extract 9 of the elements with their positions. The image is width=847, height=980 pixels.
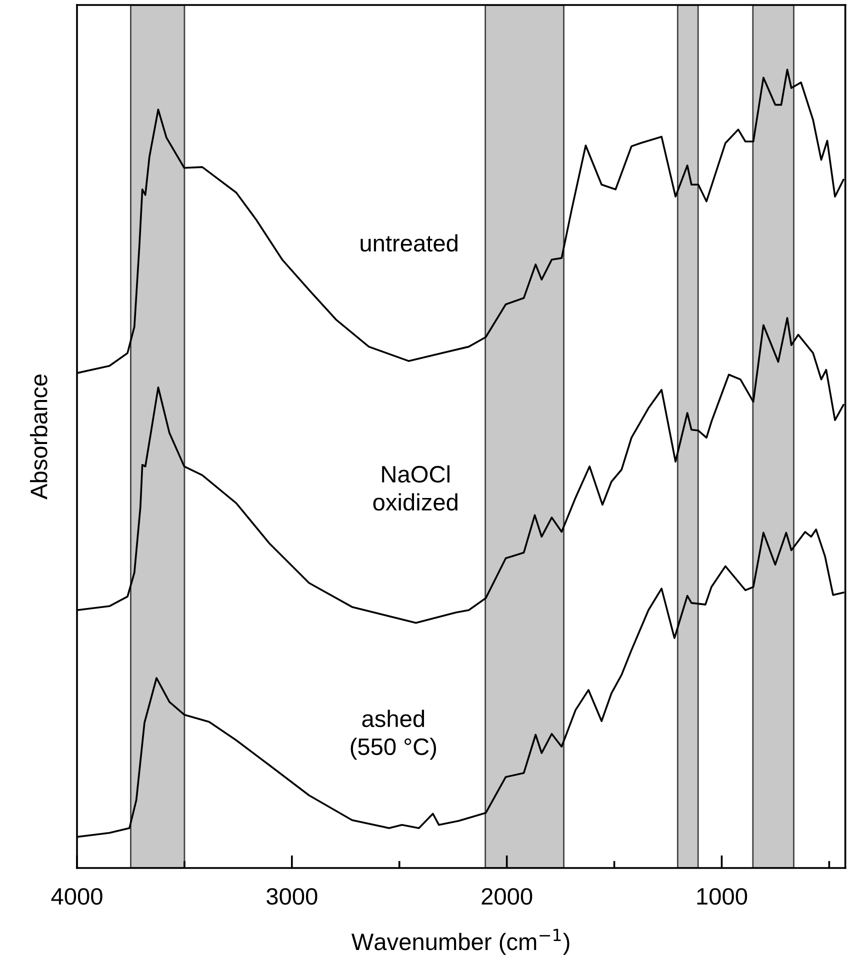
x-tick-label: 1000 bbox=[697, 888, 748, 905]
text: ashed (550 °C) bbox=[350, 710, 436, 760]
x-axis-title: Wavenumber (cm$^{−1}$) bbox=[351, 928, 570, 955]
x-tick-label: 3000 bbox=[266, 888, 318, 905]
x-tick-label: 4000 bbox=[51, 888, 102, 905]
y-axis-title: Absorbance bbox=[30, 374, 48, 500]
text: untreated bbox=[360, 234, 458, 252]
x-tick-label: 2000 bbox=[482, 888, 532, 905]
text: NaOCl oxidized bbox=[373, 465, 458, 511]
